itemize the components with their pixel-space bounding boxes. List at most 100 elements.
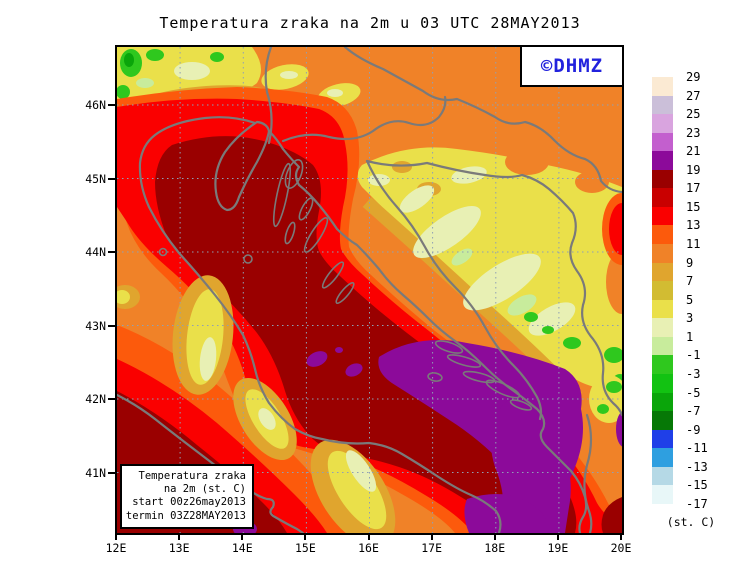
x-tick-label: 14E xyxy=(231,541,253,555)
x-tick-mark xyxy=(304,533,307,540)
y-tick-label: 44N xyxy=(85,245,106,259)
colorbar-value-label: 27 xyxy=(686,88,701,103)
run-info-box: Temperatura zraka na 2m (st. C) start 00z2… xyxy=(120,464,254,529)
x-tick-label: 12E xyxy=(105,541,127,555)
colorbar-cell xyxy=(652,132,673,152)
x-tick-label: 19E xyxy=(547,541,569,555)
coastline-tyrrhenian xyxy=(117,393,305,533)
y-tick-mark xyxy=(108,104,115,106)
y-tick-mark xyxy=(108,398,115,400)
y-tick-label: 43N xyxy=(85,318,106,333)
colorbar-value-label: 5 xyxy=(686,292,694,307)
islands xyxy=(158,159,533,411)
colorbar-value-label: 21 xyxy=(686,144,701,159)
colorbar-cell xyxy=(652,262,673,282)
run-info-line: termin 03Z28MAY2013 xyxy=(125,509,246,522)
x-tick-label: 20E xyxy=(610,541,632,555)
border-bosnia-west xyxy=(365,159,543,421)
colorbar-cell xyxy=(652,429,673,449)
x-tick-mark xyxy=(430,533,433,540)
colorbar-value-label: 1 xyxy=(686,329,694,344)
colorbar-cell xyxy=(652,114,673,134)
x-tick-mark xyxy=(178,533,181,540)
x-tick-mark xyxy=(556,533,559,540)
colorbar-cell xyxy=(652,336,673,356)
x-tick-label: 17E xyxy=(421,541,443,555)
colorbar-value-label: -11 xyxy=(686,441,708,456)
colorbar-value-label: 17 xyxy=(686,181,701,196)
temperature-map xyxy=(117,47,622,533)
y-tick-label: 42N xyxy=(85,392,106,406)
x-tick-label: 16E xyxy=(358,541,379,555)
colorbar-unit-label: (st. C) xyxy=(666,515,716,529)
run-info-line: na 2m (st. C) xyxy=(163,483,246,496)
colorbar-cell xyxy=(652,244,673,264)
y-tick-mark xyxy=(108,324,115,327)
page-title: Temperatura zraka na 2m u 03 UTC 28MAY20… xyxy=(159,14,581,32)
colorbar-cell xyxy=(652,392,673,412)
colorbar-value-label: 13 xyxy=(686,218,701,233)
colorbar-cell xyxy=(652,299,673,319)
x-tick-mark xyxy=(115,533,117,540)
colorbar-cell xyxy=(652,448,673,468)
colorbar-cell xyxy=(652,281,673,301)
y-tick-mark xyxy=(108,177,115,180)
colorbar-value-label: 25 xyxy=(686,107,701,122)
colorbar-value-label: -7 xyxy=(686,404,701,419)
colorbar-cell xyxy=(652,151,673,171)
colorbar-value-label: 29 xyxy=(686,70,701,84)
coastline-italy-adriatic xyxy=(138,116,502,533)
colorbar-cell xyxy=(652,485,673,505)
coastline-istria xyxy=(214,120,271,212)
colorbar-cell xyxy=(652,169,673,189)
colorbar-value-label: 23 xyxy=(686,125,701,140)
y-tick-mark xyxy=(108,251,115,253)
colorbar-cell xyxy=(652,77,673,97)
colorbar-cell xyxy=(652,206,673,227)
colorbar-value-label: -17 xyxy=(686,496,708,511)
colorbar-value-label: -13 xyxy=(686,459,708,474)
colorbar-value-label: -15 xyxy=(686,478,708,493)
border-slovenia-croatia xyxy=(281,95,447,143)
run-info-line: start 00z26may2013 xyxy=(132,496,246,509)
colorbar-value-label: 19 xyxy=(686,162,701,177)
colorbar-cell xyxy=(652,188,673,208)
colorbar-cell xyxy=(652,225,673,245)
x-tick-mark xyxy=(367,533,370,540)
map-canvas: ©DHMZ Temperatura zraka na 2m (st. C) star… xyxy=(115,45,624,535)
x-tick-label: 15E xyxy=(294,541,316,555)
colorbar-value-label: -3 xyxy=(686,366,701,381)
y-tick-label: 41N xyxy=(85,465,106,480)
colorbar-value-label: 15 xyxy=(686,199,701,214)
dhmz-logo-text: ©DHMZ xyxy=(540,55,604,77)
run-info-line: Temperatura zraka xyxy=(138,470,246,482)
y-tick-mark xyxy=(108,471,115,474)
x-tick-mark xyxy=(493,533,496,540)
x-tick-mark xyxy=(620,533,622,540)
border-bosnia-north-serbia xyxy=(365,159,622,417)
colorbar-value-label: 7 xyxy=(686,274,694,289)
x-tick-mark xyxy=(241,533,244,540)
colorbar-cell xyxy=(652,373,673,394)
coastlines-and-borders xyxy=(117,47,622,533)
graticule-grid xyxy=(117,47,622,533)
colorbar-cell xyxy=(652,466,673,486)
x-tick-label: 13E xyxy=(168,541,190,555)
colorbar-cell xyxy=(652,318,673,338)
border-hungary-north xyxy=(343,47,622,194)
colorbar-cell xyxy=(652,95,673,115)
colorbar-cell xyxy=(652,355,673,375)
border-italy-slovenia xyxy=(264,47,273,145)
x-tick-label: 18E xyxy=(484,541,506,555)
colorbar-value-label: 9 xyxy=(686,255,694,270)
border-montenegro xyxy=(583,413,593,533)
colorbar-value-label: -1 xyxy=(686,348,701,363)
dhmz-logo: ©DHMZ xyxy=(520,47,622,87)
colorbar-value-label: 11 xyxy=(686,237,701,252)
y-tick-label: 46N xyxy=(85,98,106,112)
coastline-croatia xyxy=(267,129,588,533)
colorbar-value-label: -9 xyxy=(686,422,701,437)
colorbar-cell xyxy=(652,411,673,431)
colorbar-value-label: -5 xyxy=(686,385,701,400)
